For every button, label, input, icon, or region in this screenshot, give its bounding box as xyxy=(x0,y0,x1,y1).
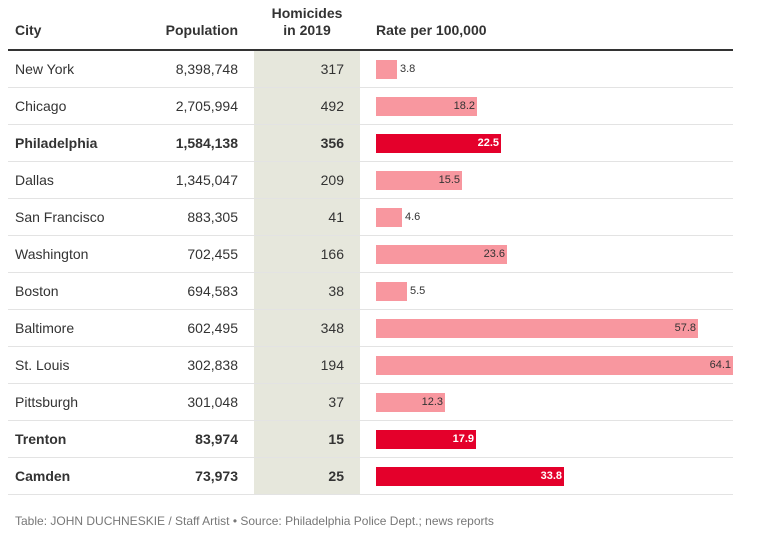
homicides-value: 41 xyxy=(328,209,344,225)
city-name: San Francisco xyxy=(15,209,105,225)
rate-bar xyxy=(376,467,564,486)
homicides-value: 209 xyxy=(320,172,344,188)
homicides-value: 194 xyxy=(320,357,344,373)
population-value: 602,495 xyxy=(187,320,238,336)
header-divider xyxy=(8,49,733,51)
table-row: St. Louis 302,838 194 64.1 xyxy=(0,347,773,384)
population-value: 2,705,994 xyxy=(175,98,238,114)
city-name: Boston xyxy=(15,283,59,299)
homicides-value: 25 xyxy=(328,468,344,484)
rate-bar-label: 33.8 xyxy=(540,470,562,482)
population-value: 883,305 xyxy=(187,209,238,225)
table-row: Dallas 1,345,047 209 15.5 xyxy=(0,162,773,199)
rate-bar-label: 12.3 xyxy=(421,396,443,408)
row-divider xyxy=(8,235,733,236)
population-value: 301,048 xyxy=(187,394,238,410)
homicides-value: 492 xyxy=(320,98,344,114)
table-row: Pittsburgh 301,048 37 12.3 xyxy=(0,384,773,421)
city-name: Pittsburgh xyxy=(15,394,79,410)
rate-bar xyxy=(376,60,397,79)
source-credit: Table: JOHN DUCHNESKIE / Staff Artist • … xyxy=(15,514,494,528)
table-row: Philadelphia 1,584,138 356 22.5 xyxy=(0,125,773,162)
row-divider xyxy=(8,87,733,88)
rate-bar xyxy=(376,282,407,301)
population-value: 1,584,138 xyxy=(175,135,238,151)
city-name: Trenton xyxy=(15,431,67,447)
homicides-value: 37 xyxy=(328,394,344,410)
row-divider xyxy=(8,457,733,458)
rate-bar xyxy=(376,208,402,227)
city-name: Baltimore xyxy=(15,320,75,336)
population-value: 694,583 xyxy=(187,283,238,299)
homicides-value: 348 xyxy=(320,320,344,336)
rate-bar-label: 5.5 xyxy=(410,285,426,297)
row-divider xyxy=(8,198,733,199)
row-divider xyxy=(8,383,733,384)
rate-bar-label: 64.1 xyxy=(709,359,731,371)
rate-bar xyxy=(376,356,733,375)
row-divider xyxy=(8,272,733,273)
rate-bar-label: 17.9 xyxy=(452,433,474,445)
row-divider xyxy=(8,494,733,495)
city-name: Chicago xyxy=(15,98,67,114)
table-row: Washington 702,455 166 23.6 xyxy=(0,236,773,273)
homicides-value: 166 xyxy=(320,246,344,262)
table-row: Baltimore 602,495 348 57.8 xyxy=(0,310,773,347)
rate-bar-label: 57.8 xyxy=(674,322,696,334)
rate-bar-label: 15.5 xyxy=(438,174,460,186)
city-name: Camden xyxy=(15,468,71,484)
row-divider xyxy=(8,420,733,421)
city-name: New York xyxy=(15,61,75,77)
rate-bar-label: 23.6 xyxy=(483,248,505,260)
rate-bar-label: 4.6 xyxy=(405,211,421,223)
table-row: Chicago 2,705,994 492 18.2 xyxy=(0,88,773,125)
city-name: Washington xyxy=(15,246,89,262)
city-name: Philadelphia xyxy=(15,135,98,151)
homicides-value: 317 xyxy=(320,61,344,77)
rate-bar xyxy=(376,393,445,412)
city-name: Dallas xyxy=(15,172,54,188)
header-homicides-line1: Homicides xyxy=(271,5,343,21)
homicides-value: 38 xyxy=(328,283,344,299)
population-value: 302,838 xyxy=(187,357,238,373)
rate-bar xyxy=(376,245,507,264)
header-population: Population xyxy=(165,22,238,38)
header-rate: Rate per 100,000 xyxy=(376,22,487,38)
population-value: 73,973 xyxy=(195,468,238,484)
header-homicides: Homicides in 2019 xyxy=(254,5,360,39)
city-name: St. Louis xyxy=(15,357,70,373)
row-divider xyxy=(8,161,733,162)
rate-bar-label: 22.5 xyxy=(477,137,499,149)
rate-bar-label: 18.2 xyxy=(453,100,475,112)
header-homicides-line2: in 2019 xyxy=(283,22,331,38)
homicides-value: 15 xyxy=(328,431,344,447)
table-row: New York 8,398,748 317 3.8 xyxy=(0,51,773,88)
rate-bar xyxy=(376,319,698,338)
row-divider xyxy=(8,309,733,310)
table-row: Boston 694,583 38 5.5 xyxy=(0,273,773,310)
rate-bar xyxy=(376,430,476,449)
rate-bar-label: 3.8 xyxy=(400,63,416,75)
population-value: 1,345,047 xyxy=(175,172,238,188)
rate-bar xyxy=(376,171,462,190)
rate-bar xyxy=(376,97,477,116)
homicides-value: 356 xyxy=(320,135,344,151)
homicides-column-highlight xyxy=(254,51,360,495)
rate-bar xyxy=(376,134,501,153)
row-divider xyxy=(8,124,733,125)
header-city: City xyxy=(15,22,42,38)
table-row: San Francisco 883,305 41 4.6 xyxy=(0,199,773,236)
table-row: Camden 73,973 25 33.8 xyxy=(0,458,773,495)
population-value: 702,455 xyxy=(187,246,238,262)
row-divider xyxy=(8,346,733,347)
table-row: Trenton 83,974 15 17.9 xyxy=(0,421,773,458)
population-value: 83,974 xyxy=(195,431,238,447)
population-value: 8,398,748 xyxy=(175,61,238,77)
